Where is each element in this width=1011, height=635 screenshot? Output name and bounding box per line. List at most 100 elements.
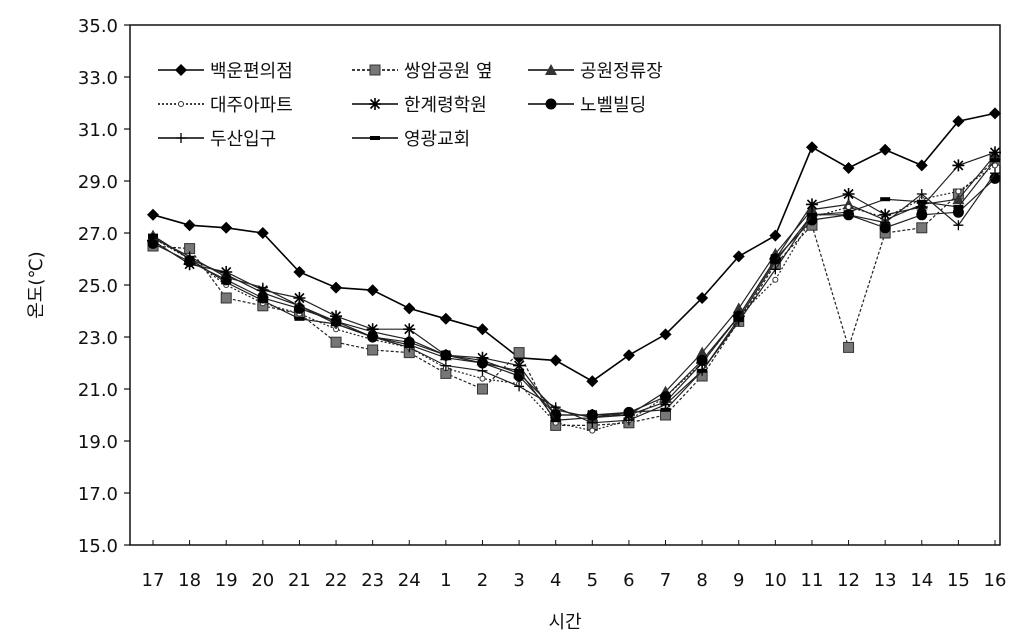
- data-point: [550, 409, 562, 421]
- y-tick-label: 21.0: [78, 380, 118, 401]
- data-point: [589, 427, 596, 434]
- legend-label: 한계령학원: [404, 95, 487, 116]
- data-point: [440, 360, 451, 371]
- y-tick-label: 15.0: [78, 536, 118, 557]
- data-point: [696, 346, 709, 358]
- data-point: [477, 361, 488, 365]
- series-8: [148, 158, 1000, 423]
- x-tick-label: 13: [874, 570, 897, 591]
- legend-label: 쌍암공원 옆: [404, 61, 493, 82]
- x-tick-label: 24: [398, 570, 421, 591]
- legend-marker: [369, 98, 381, 110]
- data-point: [513, 347, 525, 359]
- data-point: [916, 222, 928, 234]
- data-point: [330, 336, 342, 348]
- data-point: [514, 381, 525, 392]
- data-point: [660, 391, 672, 403]
- x-tick-label: 17: [142, 570, 165, 591]
- data-point: [989, 107, 1001, 120]
- data-point: [550, 402, 561, 413]
- legend-label: 대주아파트: [210, 95, 293, 116]
- series-line: [152, 159, 996, 426]
- data-point: [514, 368, 525, 373]
- legend-item: 노벨빌딩: [528, 95, 646, 116]
- data-point: [148, 233, 158, 238]
- series-line: [152, 172, 996, 424]
- data-point: [293, 292, 306, 304]
- data-point: [805, 198, 818, 211]
- legend-item: 대주아파트: [158, 95, 293, 116]
- data-point: [879, 143, 892, 156]
- x-tick-label: 20: [251, 570, 274, 591]
- data-point: [843, 341, 855, 353]
- legend-label: 영광교회: [404, 129, 470, 150]
- data-point: [915, 159, 928, 172]
- data-point: [953, 205, 964, 209]
- data-point: [952, 206, 964, 218]
- x-axis-ticks: 17 18 19 20 21 22 23 24 1 2 3 4 5 6 7 8 9 10 11 12 13 14 15 16: [142, 540, 1006, 591]
- data-point: [220, 221, 233, 234]
- data-point: [257, 298, 268, 303]
- data-point: [955, 188, 962, 195]
- y-axis-title: 온도(℃): [26, 251, 47, 318]
- data-point: [513, 359, 526, 372]
- x-tick-label: 18: [178, 570, 201, 591]
- y-tick-label: 23.0: [78, 328, 118, 349]
- data-point: [513, 370, 525, 382]
- data-point: [805, 141, 818, 154]
- data-point: [220, 292, 232, 304]
- x-tick-label: 8: [696, 570, 707, 591]
- y-tick-label: 19.0: [78, 432, 118, 453]
- data-point: [294, 300, 305, 311]
- data-point: [989, 172, 1001, 184]
- x-tick-label: 3: [513, 570, 524, 591]
- legend-item: 영광교회: [352, 129, 470, 150]
- data-point: [915, 201, 928, 213]
- x-axis-title: 시간: [548, 612, 581, 633]
- data-point: [256, 227, 269, 239]
- x-tick-label: 22: [325, 570, 348, 591]
- data-point: [476, 383, 488, 395]
- x-tick-label: 19: [215, 570, 238, 591]
- legend-item: 한계령학원: [352, 95, 487, 116]
- data-point: [220, 266, 233, 278]
- y-tick-label: 27.0: [78, 224, 118, 245]
- data-point: [697, 368, 708, 373]
- data-point: [842, 188, 855, 200]
- series-line: [152, 112, 996, 383]
- data-point: [623, 415, 634, 426]
- legend-item: 백운편의점: [158, 61, 293, 82]
- data-point: [992, 162, 998, 169]
- data-point: [221, 280, 232, 285]
- series-line: [152, 151, 996, 416]
- data-point: [770, 259, 781, 264]
- data-point: [294, 316, 305, 321]
- x-tick-label: 6: [623, 570, 634, 591]
- data-point: [952, 115, 965, 128]
- series-line: [152, 177, 996, 416]
- x-tick-label: 7: [660, 570, 671, 591]
- x-tick-label: 12: [837, 570, 860, 591]
- data-point: [696, 354, 708, 366]
- legend-marker: [369, 64, 381, 76]
- y-tick-label: 31.0: [78, 120, 118, 141]
- data-point: [257, 282, 268, 293]
- legend-label: 두산입구: [210, 129, 276, 150]
- data-point: [403, 302, 416, 315]
- data-point: [842, 198, 855, 210]
- data-point: [880, 217, 891, 228]
- legend-marker: [545, 64, 557, 75]
- legend-label: 노벨빌딩: [580, 95, 646, 116]
- data-point: [404, 342, 415, 347]
- data-point: [696, 292, 709, 304]
- data-point: [879, 222, 891, 234]
- legend-item: 쌍암공원 옆: [352, 61, 493, 82]
- data-point: [479, 375, 486, 382]
- legend-marker: [370, 136, 380, 140]
- data-point: [842, 162, 855, 174]
- legend-marker: [175, 64, 187, 76]
- legend-marker: [178, 101, 184, 107]
- x-tick-label: 4: [550, 570, 561, 591]
- y-tick-label: 25.0: [78, 276, 118, 297]
- y-tick-label: 17.0: [78, 484, 118, 505]
